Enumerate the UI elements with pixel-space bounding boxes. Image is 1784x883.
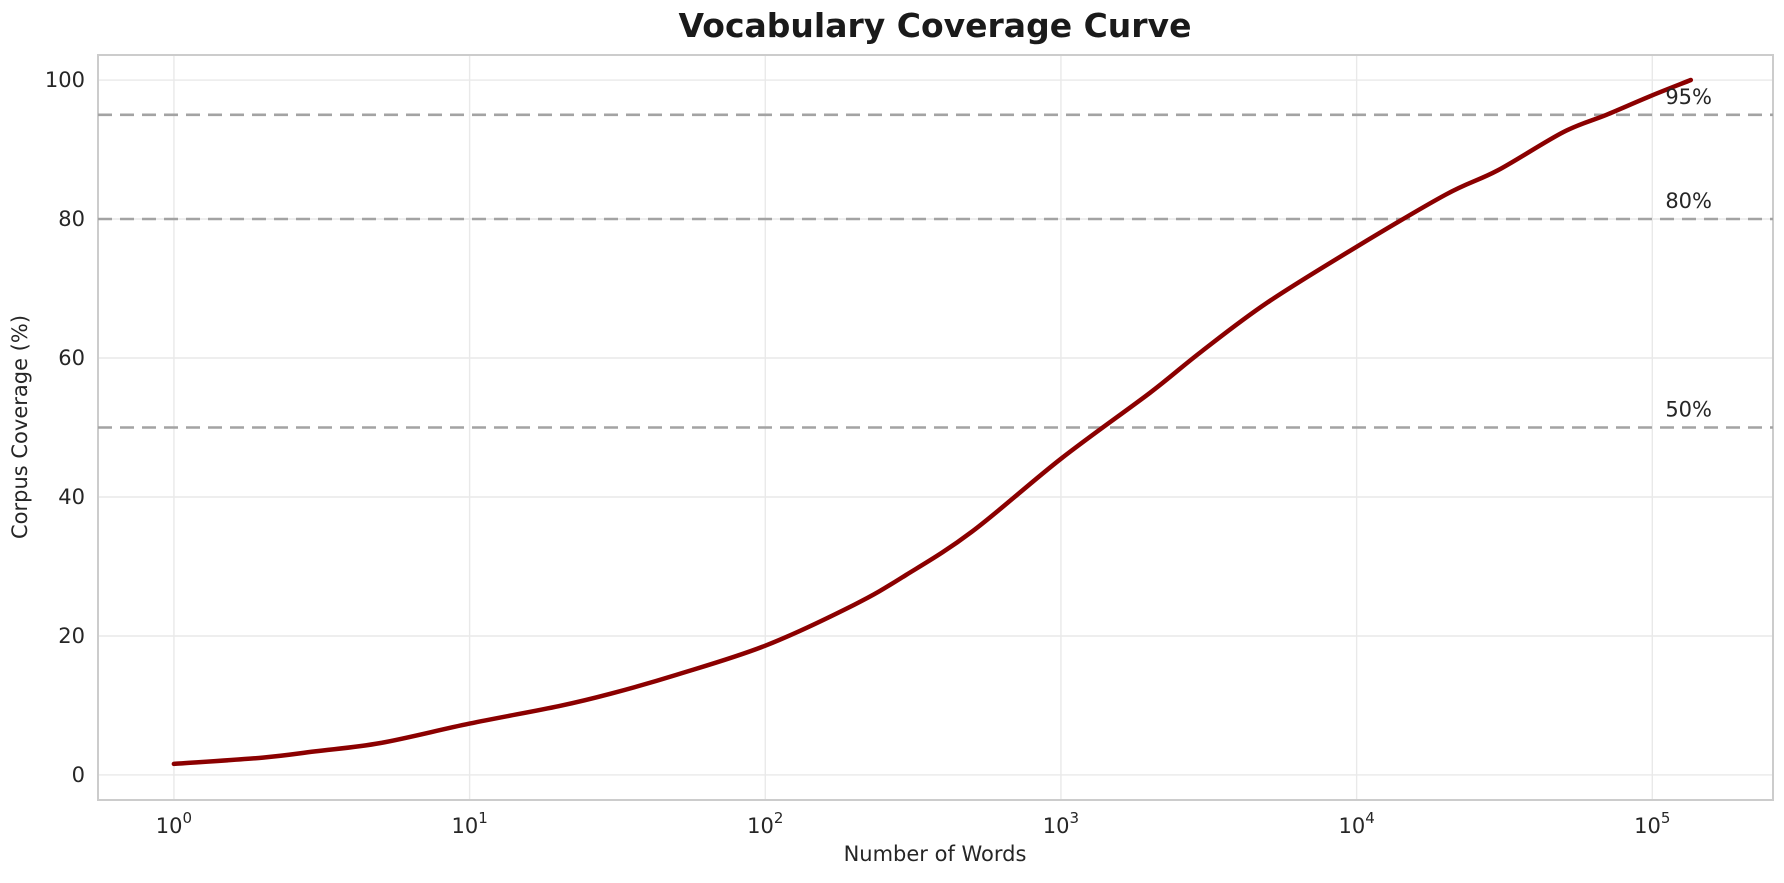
threshold-layer bbox=[98, 113, 1773, 429]
tick-layer: 100 101 102 103 104 105 0 20 40 60 80 100 bbox=[45, 68, 1671, 838]
y-tick-label: 40 bbox=[58, 485, 85, 509]
x-tick-label: 105 bbox=[1634, 809, 1670, 838]
x-axis-label: Number of Words bbox=[844, 842, 1027, 866]
y-axis-label: Corpus Coverage (%) bbox=[8, 315, 32, 539]
x-tick-label: 102 bbox=[747, 809, 783, 838]
y-tick-label: 0 bbox=[72, 763, 85, 787]
x-tick-label: 104 bbox=[1338, 809, 1374, 838]
y-tick-label: 80 bbox=[58, 207, 85, 231]
threshold-label-95: 95% bbox=[1665, 85, 1712, 109]
coverage-curve-line bbox=[171, 77, 1694, 767]
y-tick-label: 100 bbox=[45, 68, 85, 92]
y-tick-label: 20 bbox=[58, 624, 85, 648]
x-tick-label: 100 bbox=[156, 809, 192, 838]
chart-title: Vocabulary Coverage Curve bbox=[679, 6, 1192, 45]
x-tick-label: 101 bbox=[451, 809, 487, 838]
y-tick-label: 60 bbox=[58, 346, 85, 370]
threshold-label-layer: 50% 80% 95% bbox=[1665, 85, 1712, 422]
threshold-label-50: 50% bbox=[1665, 398, 1712, 422]
x-tick-label: 103 bbox=[1043, 809, 1079, 838]
threshold-label-80: 80% bbox=[1665, 189, 1712, 213]
